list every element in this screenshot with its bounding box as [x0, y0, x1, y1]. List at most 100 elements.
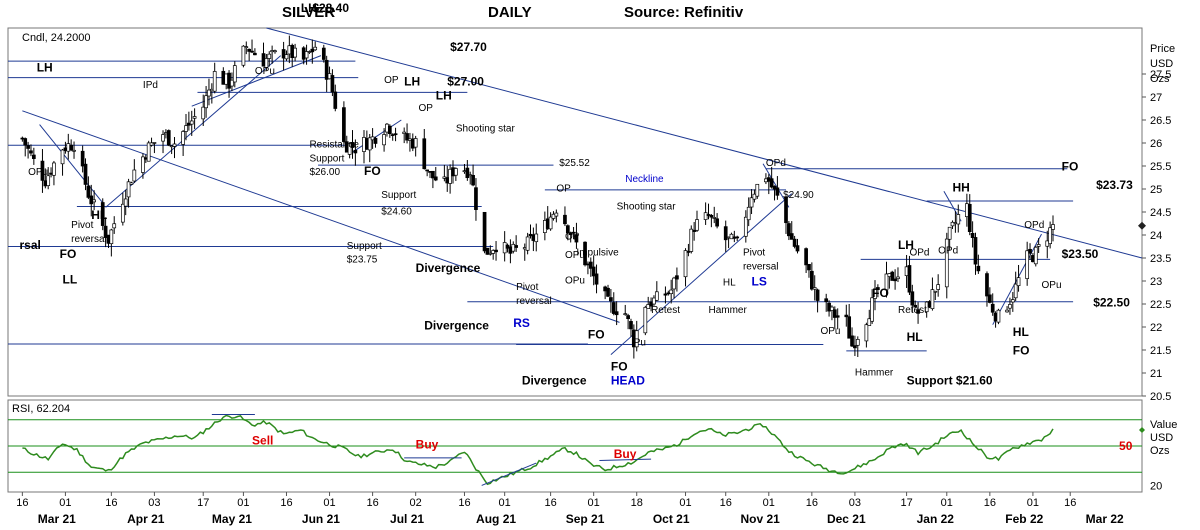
price-candle — [120, 192, 125, 226]
price-annotation: $23.50 — [1062, 247, 1099, 261]
candle-body — [83, 163, 88, 185]
price-annotation: OPd — [909, 248, 929, 259]
price-annotation: HL — [1013, 325, 1029, 339]
candle-body — [896, 276, 900, 280]
price-candle — [465, 160, 470, 181]
candle-body — [1051, 224, 1055, 230]
month-label: Mar 22 — [1086, 512, 1124, 526]
price-annotation: OPu — [28, 167, 48, 178]
price-candle — [184, 113, 188, 141]
price-candle — [950, 220, 955, 229]
price-candle — [855, 336, 860, 357]
price-candle — [812, 275, 817, 301]
price-candle — [743, 210, 748, 243]
price-annotation: Shooting star — [456, 124, 516, 135]
price-candle — [149, 137, 154, 147]
candle-body — [804, 248, 808, 266]
price-candle — [985, 271, 989, 307]
rsi-annotation: 50 — [1119, 439, 1133, 453]
price-annotation: FO — [1062, 160, 1079, 174]
candle-body — [382, 134, 386, 146]
candle-body — [109, 229, 114, 245]
price-indicator-label: Cndl, 24.2000 — [22, 32, 91, 44]
candlestick-series — [20, 35, 1055, 359]
price-annotation: OPu — [565, 275, 585, 286]
candle-body — [534, 233, 539, 243]
candle-body — [606, 287, 610, 297]
price-candle — [749, 189, 754, 215]
price-candle — [832, 306, 837, 329]
date-tick-label: 17 — [197, 497, 209, 509]
candle-body — [207, 89, 211, 97]
candle-body — [132, 169, 137, 182]
price-candle — [634, 320, 639, 352]
candle-body — [956, 214, 961, 225]
price-annotation: Neckline — [625, 174, 664, 185]
candle-body — [304, 51, 309, 59]
candle-body — [853, 345, 857, 349]
price-plot-area — [7, 27, 1143, 397]
candle-body — [1028, 248, 1032, 254]
candle-body — [310, 48, 315, 53]
price-candle — [804, 247, 808, 273]
price-candle — [784, 195, 788, 234]
candle-body — [281, 49, 286, 59]
price-candle — [393, 127, 398, 142]
price-candle — [795, 238, 800, 254]
price-axis-title: USD — [1150, 58, 1173, 70]
candle-body — [634, 330, 639, 348]
candle-body — [425, 169, 429, 172]
rsi-last-marker — [1139, 426, 1145, 433]
price-candle — [152, 142, 157, 154]
candle-body — [867, 318, 872, 326]
candle-body — [792, 238, 797, 247]
date-tick-label: 17 — [900, 497, 912, 509]
rsi-axis-title: USD — [1150, 432, 1173, 444]
candle-body — [936, 284, 941, 290]
price-candle — [204, 86, 208, 118]
price-candle — [250, 39, 254, 54]
candle-body — [129, 182, 134, 185]
candle-body — [944, 238, 949, 288]
candle-body — [689, 228, 694, 252]
candle-body — [166, 130, 171, 146]
candle-body — [973, 237, 978, 265]
date-tick-label: 01 — [59, 497, 71, 509]
price-annotation: OPu — [820, 326, 840, 337]
price-candle — [873, 280, 877, 311]
price-annotation: OP — [419, 103, 434, 114]
rsi-annotations: Sell Buy Buy 50 — [252, 434, 1133, 461]
price-candle — [304, 44, 309, 65]
candle-body — [870, 297, 874, 322]
date-tick-label: 18 — [631, 497, 643, 509]
price-annotation: OP — [384, 75, 399, 86]
price-candle — [141, 153, 145, 179]
candle-body — [482, 211, 487, 252]
price-candle — [1028, 243, 1032, 260]
price-candle — [189, 110, 194, 136]
price-candle — [241, 45, 246, 68]
price-candle — [448, 164, 452, 194]
candle-body — [565, 225, 570, 234]
price-candle — [80, 145, 85, 173]
month-label: Oct 21 — [653, 512, 690, 526]
candle-body — [910, 291, 915, 306]
rsi-series — [22, 413, 1054, 486]
candle-body — [729, 233, 734, 240]
price-candle — [973, 232, 978, 275]
date-tick-label: 16 — [280, 497, 292, 509]
candle-body — [1033, 246, 1038, 265]
price-annotation: $24.90 — [783, 190, 814, 201]
candle-body — [876, 287, 880, 290]
candle-body — [990, 303, 995, 313]
candle-body — [623, 313, 628, 316]
price-annotation: FO — [872, 286, 889, 300]
price-annotation: LH — [898, 238, 914, 252]
date-tick-label: 16 — [1064, 497, 1076, 509]
candle-body — [629, 321, 633, 330]
price-tick-label: 26 — [1150, 138, 1162, 150]
month-label: Apr 21 — [127, 512, 165, 526]
candle-body — [100, 202, 105, 226]
candle-body — [46, 175, 51, 186]
